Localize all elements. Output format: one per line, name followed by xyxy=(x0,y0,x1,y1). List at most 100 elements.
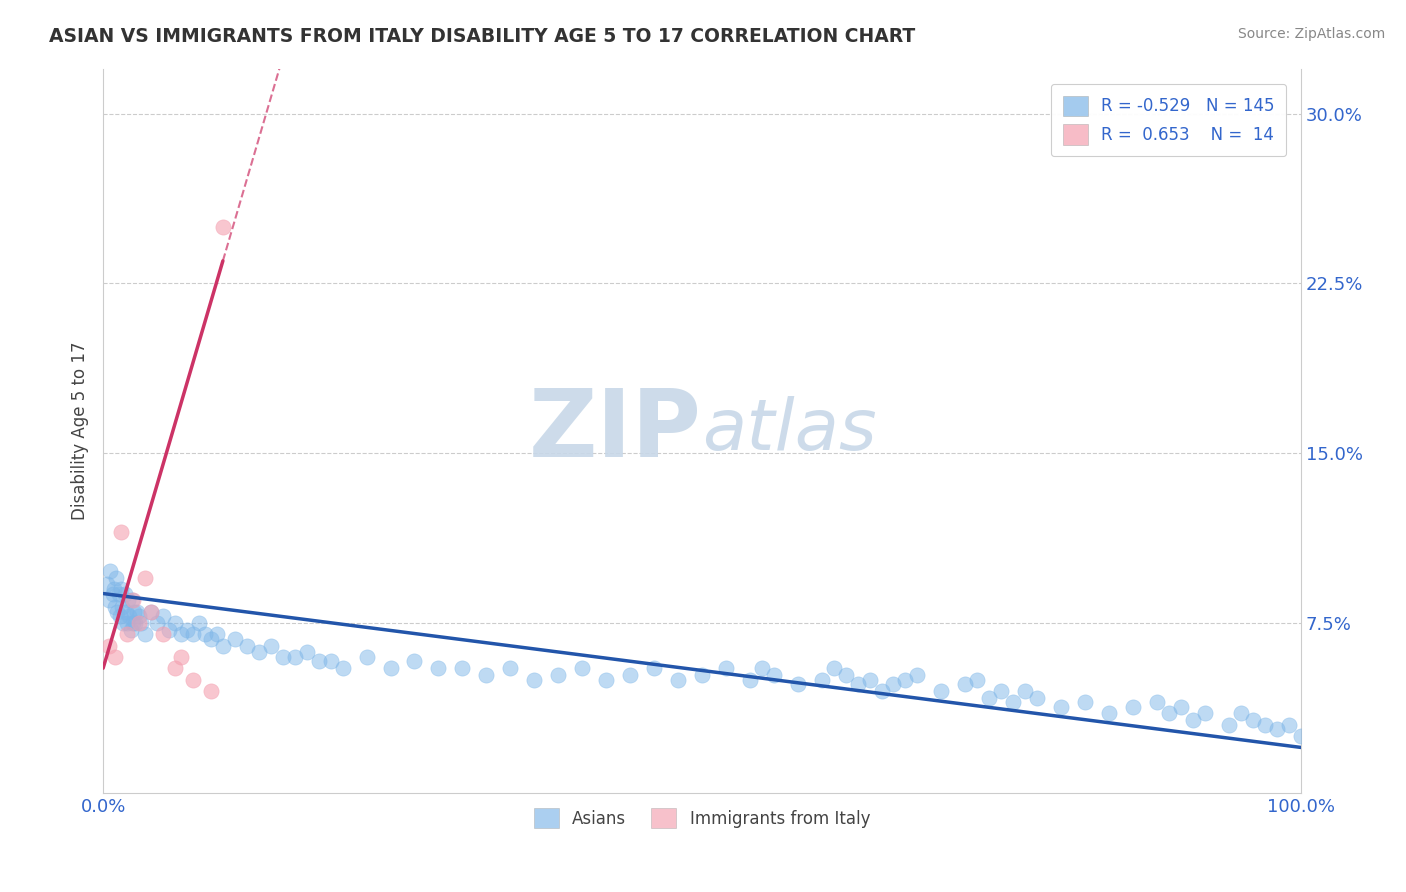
Point xyxy=(404,654,426,668)
Point xyxy=(1241,713,1264,727)
Point xyxy=(114,586,136,600)
Point xyxy=(870,683,893,698)
Point xyxy=(966,673,988,687)
Point xyxy=(1254,718,1277,732)
Point xyxy=(990,683,1012,698)
Point xyxy=(122,593,145,607)
Point xyxy=(170,649,193,664)
Point xyxy=(98,593,121,607)
Point xyxy=(181,627,204,641)
Point xyxy=(786,677,808,691)
Point xyxy=(499,661,522,675)
Point xyxy=(1026,690,1049,705)
Point xyxy=(170,627,193,641)
Point xyxy=(107,605,129,619)
Point xyxy=(105,571,128,585)
Point xyxy=(117,593,139,607)
Point xyxy=(104,600,127,615)
Point xyxy=(1074,695,1097,709)
Point xyxy=(121,593,143,607)
Point xyxy=(115,615,138,630)
Point xyxy=(120,623,142,637)
Point xyxy=(380,661,402,675)
Point xyxy=(1014,683,1036,698)
Point xyxy=(882,677,904,691)
Point xyxy=(955,677,977,691)
Point xyxy=(247,645,270,659)
Point xyxy=(738,673,761,687)
Point xyxy=(181,673,204,687)
Point xyxy=(200,683,222,698)
Point xyxy=(152,627,174,641)
Point xyxy=(1146,695,1168,709)
Point xyxy=(823,661,845,675)
Point xyxy=(858,673,880,687)
Point xyxy=(260,639,283,653)
Point xyxy=(205,627,228,641)
Point xyxy=(1289,729,1312,743)
Point xyxy=(128,615,150,630)
Point xyxy=(643,661,665,675)
Point xyxy=(271,649,294,664)
Point xyxy=(122,615,145,630)
Point xyxy=(284,649,307,664)
Point xyxy=(98,639,121,653)
Text: ZIP: ZIP xyxy=(529,384,702,476)
Point xyxy=(547,668,569,682)
Point xyxy=(101,586,124,600)
Point xyxy=(319,654,342,668)
Point xyxy=(907,668,929,682)
Point xyxy=(1098,706,1121,721)
Text: atlas: atlas xyxy=(702,396,876,465)
Point xyxy=(427,661,450,675)
Text: Source: ZipAtlas.com: Source: ZipAtlas.com xyxy=(1237,27,1385,41)
Point xyxy=(295,645,318,659)
Point xyxy=(139,605,162,619)
Point xyxy=(128,609,150,624)
Point xyxy=(176,623,198,637)
Legend: Asians, Immigrants from Italy: Asians, Immigrants from Italy xyxy=(527,801,877,835)
Y-axis label: Disability Age 5 to 17: Disability Age 5 to 17 xyxy=(72,342,89,520)
Point xyxy=(115,605,138,619)
Point xyxy=(451,661,474,675)
Point xyxy=(1194,706,1216,721)
Point xyxy=(98,564,121,578)
Point xyxy=(1050,699,1073,714)
Point xyxy=(115,627,138,641)
Point xyxy=(690,668,713,682)
Point xyxy=(134,627,156,641)
Point xyxy=(931,683,953,698)
Point xyxy=(200,632,222,646)
Point xyxy=(666,673,689,687)
Point xyxy=(131,615,153,630)
Point xyxy=(332,661,354,675)
Point xyxy=(571,661,593,675)
Point xyxy=(134,571,156,585)
Point xyxy=(356,649,378,664)
Point xyxy=(108,609,131,624)
Point xyxy=(1181,713,1204,727)
Point xyxy=(110,582,132,596)
Point xyxy=(146,615,169,630)
Point xyxy=(118,609,141,624)
Point xyxy=(1122,699,1144,714)
Point xyxy=(111,600,134,615)
Point xyxy=(125,605,148,619)
Point xyxy=(308,654,330,668)
Point xyxy=(979,690,1001,705)
Point xyxy=(124,615,146,630)
Point xyxy=(96,577,118,591)
Text: ASIAN VS IMMIGRANTS FROM ITALY DISABILITY AGE 5 TO 17 CORRELATION CHART: ASIAN VS IMMIGRANTS FROM ITALY DISABILIT… xyxy=(49,27,915,45)
Point xyxy=(751,661,773,675)
Point xyxy=(194,627,217,641)
Point xyxy=(122,605,145,619)
Point xyxy=(112,615,135,630)
Point xyxy=(1218,718,1240,732)
Point xyxy=(187,615,209,630)
Point xyxy=(475,668,498,682)
Point xyxy=(224,632,246,646)
Point xyxy=(1157,706,1180,721)
Point xyxy=(139,605,162,619)
Point xyxy=(1229,706,1251,721)
Point xyxy=(107,586,129,600)
